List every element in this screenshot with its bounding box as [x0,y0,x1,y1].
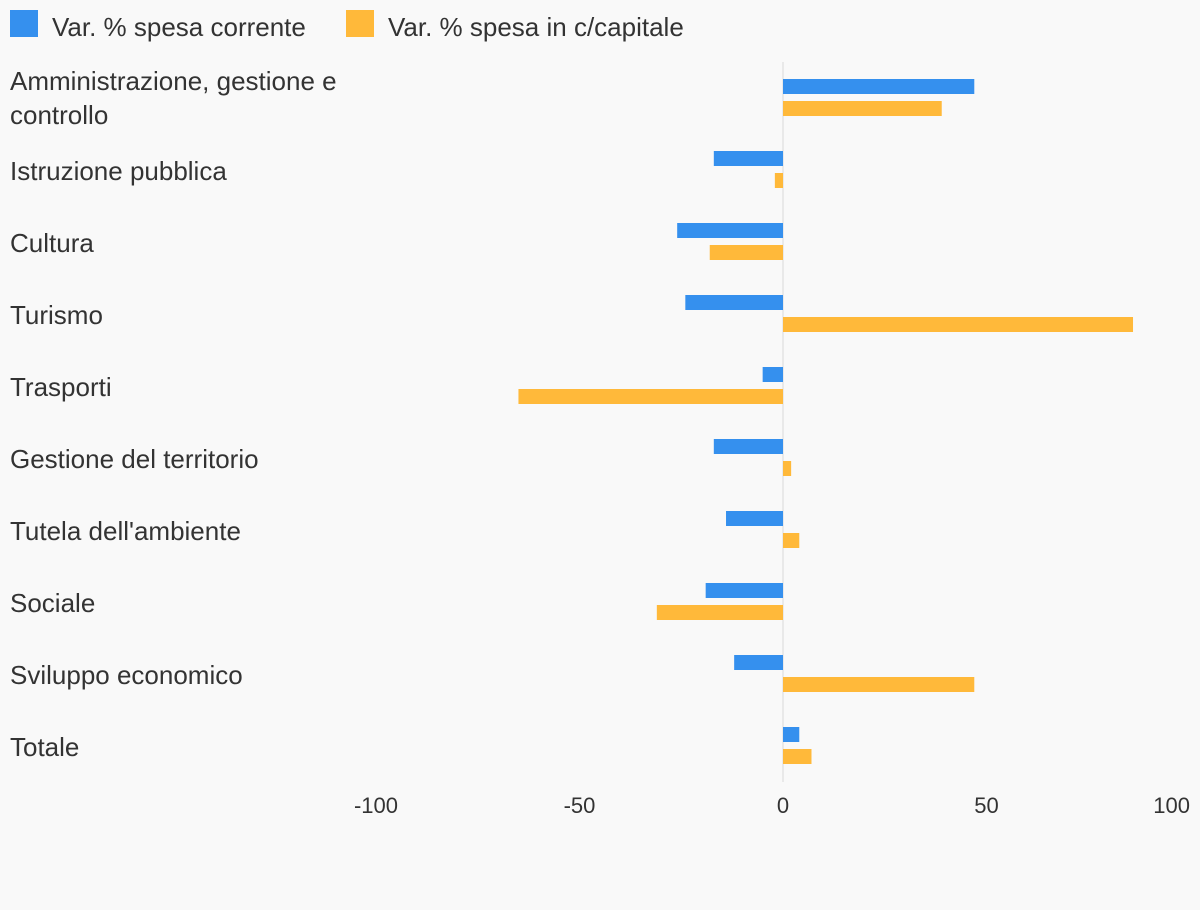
bars [518,79,1134,764]
legend: Var. % spesa corrente Var. % spesa in c/… [10,10,684,42]
bar-spesa-corrente [705,583,783,598]
bar-spesa-capitale [783,317,1134,332]
bar-spesa-capitale [518,389,783,404]
x-tick-label: 0 [777,793,789,818]
x-tick-label: -100 [354,793,398,818]
category-label: Sociale [10,588,95,618]
bar-spesa-capitale [656,605,783,620]
x-tick-label: 100 [1153,793,1190,818]
x-tick-label: 50 [974,793,998,818]
category-label: Tutela dell'ambiente [10,516,241,546]
bar-spesa-capitale [783,533,800,548]
category-label: Turismo [10,300,103,330]
category-label: Istruzione pubblica [10,156,227,186]
legend-swatch-capitale [346,10,374,37]
bar-spesa-corrente [734,655,783,670]
legend-swatch-corrente [10,10,38,37]
bar-spesa-capitale [774,173,783,188]
bar-spesa-corrente [783,79,975,94]
bar-spesa-corrente [685,295,783,310]
bar-spesa-corrente [713,439,783,454]
category-label: Amministrazione, gestione e controllo [10,66,337,130]
bar-spesa-corrente [762,367,783,382]
x-tick-label: -50 [564,793,596,818]
category-label: Totale [10,732,79,762]
category-label: Sviluppo economico [10,660,243,690]
bar-spesa-capitale [783,101,942,116]
category-labels: Amministrazione, gestione e controllo Istr… [10,66,337,762]
legend-label-capitale: Var. % spesa in c/capitale [388,12,684,42]
bar-spesa-capitale [783,677,975,692]
bar-spesa-capitale [783,461,792,476]
bar-spesa-capitale [783,749,812,764]
bar-spesa-corrente [783,727,800,742]
bar-spesa-corrente [677,223,783,238]
category-label: Trasporti [10,372,112,402]
category-label: Gestione del territorio [10,444,259,474]
bar-spesa-capitale [709,245,783,260]
x-axis-ticks: -100 -50 0 50 100 [354,793,1190,818]
bar-spesa-corrente [726,511,783,526]
legend-label-corrente: Var. % spesa corrente [52,12,306,42]
category-label: Cultura [10,228,94,258]
bar-spesa-corrente [713,151,783,166]
